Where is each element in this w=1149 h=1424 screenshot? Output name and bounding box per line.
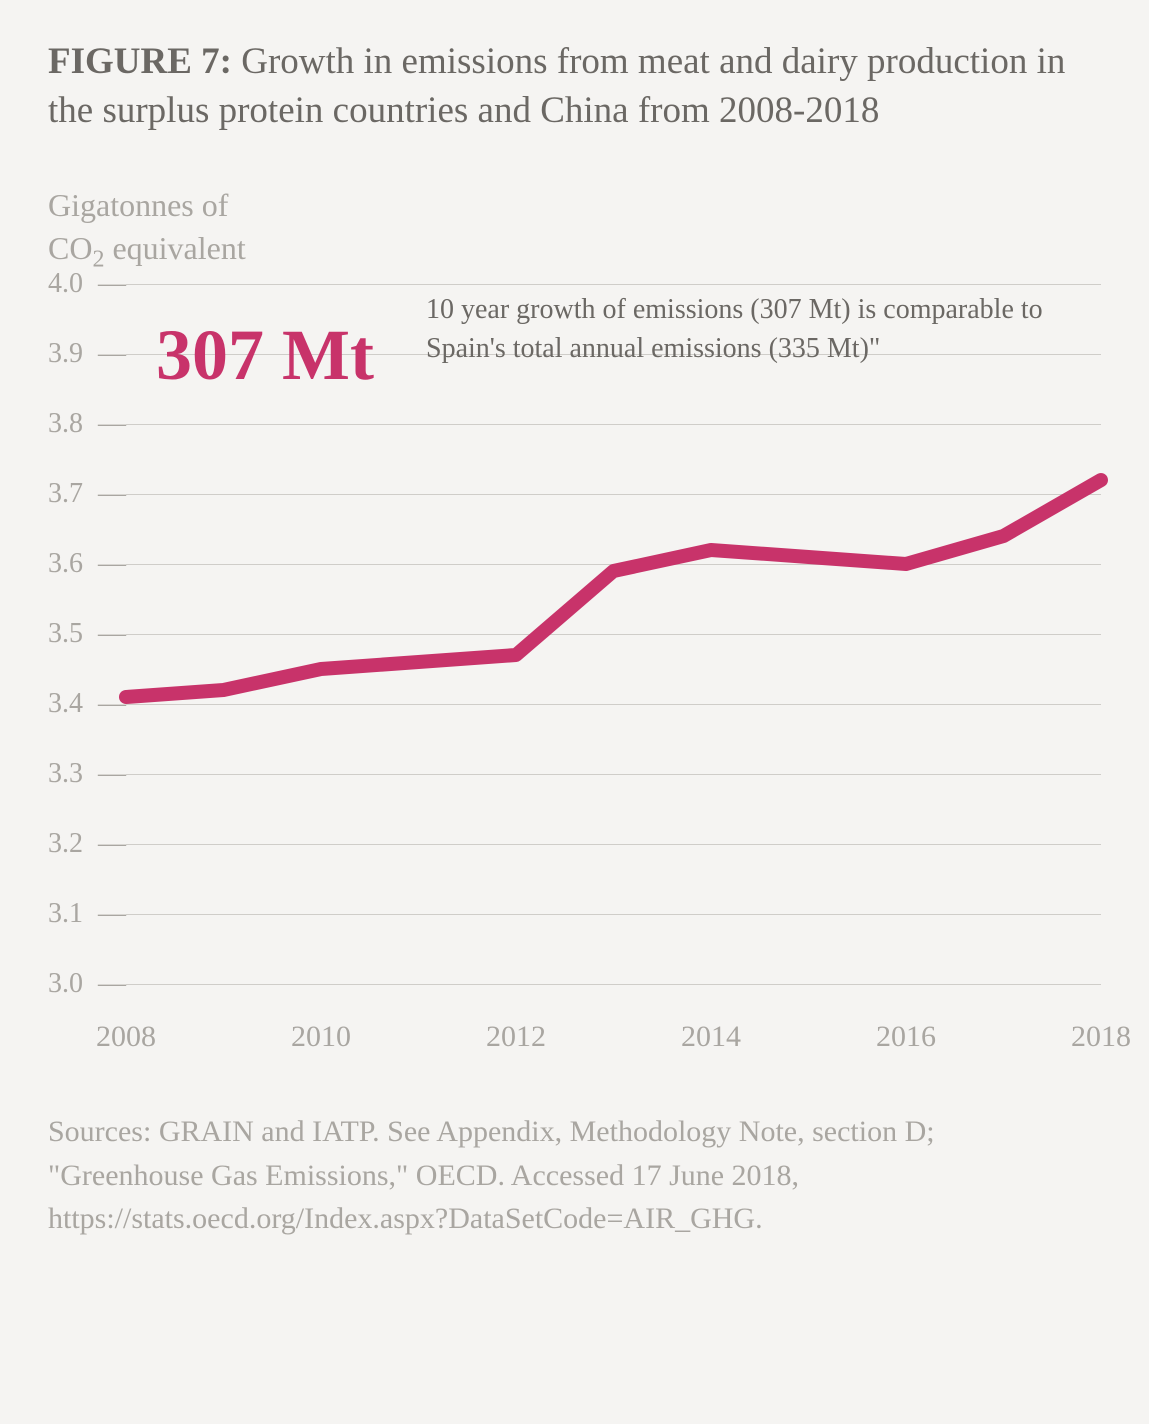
emissions-line bbox=[126, 480, 1101, 697]
y-tick-label: 3.7— bbox=[48, 478, 118, 510]
y-tick-label: 3.6— bbox=[48, 548, 118, 580]
y-tick-label: 4.0— bbox=[48, 268, 118, 300]
x-tick-label: 2012 bbox=[486, 1020, 546, 1054]
y-tick-label: 3.2— bbox=[48, 828, 118, 860]
x-tick-label: 2016 bbox=[876, 1020, 936, 1054]
figure-container: FIGURE 7: Growth in emissions from meat … bbox=[0, 0, 1149, 1271]
x-tick-label: 2014 bbox=[681, 1020, 741, 1054]
figure-title: FIGURE 7: Growth in emissions from meat … bbox=[48, 38, 1101, 136]
y-tick-label: 3.1— bbox=[48, 898, 118, 930]
y-tick-label: 3.3— bbox=[48, 758, 118, 790]
figure-label: FIGURE 7: bbox=[48, 41, 232, 82]
sources-text: Sources: GRAIN and IATP. See Appendix, M… bbox=[48, 1110, 1101, 1241]
gridline bbox=[126, 984, 1101, 985]
x-tick-label: 2010 bbox=[291, 1020, 351, 1054]
x-axis: 200820102012201420162018 bbox=[126, 1004, 1101, 1054]
y-tick-label: 3.9— bbox=[48, 338, 118, 370]
y-tick-label: 3.0— bbox=[48, 968, 118, 1000]
y-tick-label: 3.8— bbox=[48, 408, 118, 440]
y-axis-label: Gigatonnes ofCO2 equivalent bbox=[48, 184, 1101, 270]
x-tick-label: 2018 bbox=[1071, 1020, 1131, 1054]
plot-region: 307 Mt 10 year growth of emissions (307 … bbox=[126, 284, 1101, 984]
chart-area: 4.0—3.9—3.8—3.7—3.6—3.5—3.4—3.3—3.2—3.1—… bbox=[48, 284, 1101, 1064]
y-tick-label: 3.4— bbox=[48, 688, 118, 720]
x-tick-label: 2008 bbox=[96, 1020, 156, 1054]
y-tick-label: 3.5— bbox=[48, 618, 118, 650]
line-chart-svg bbox=[126, 284, 1101, 984]
